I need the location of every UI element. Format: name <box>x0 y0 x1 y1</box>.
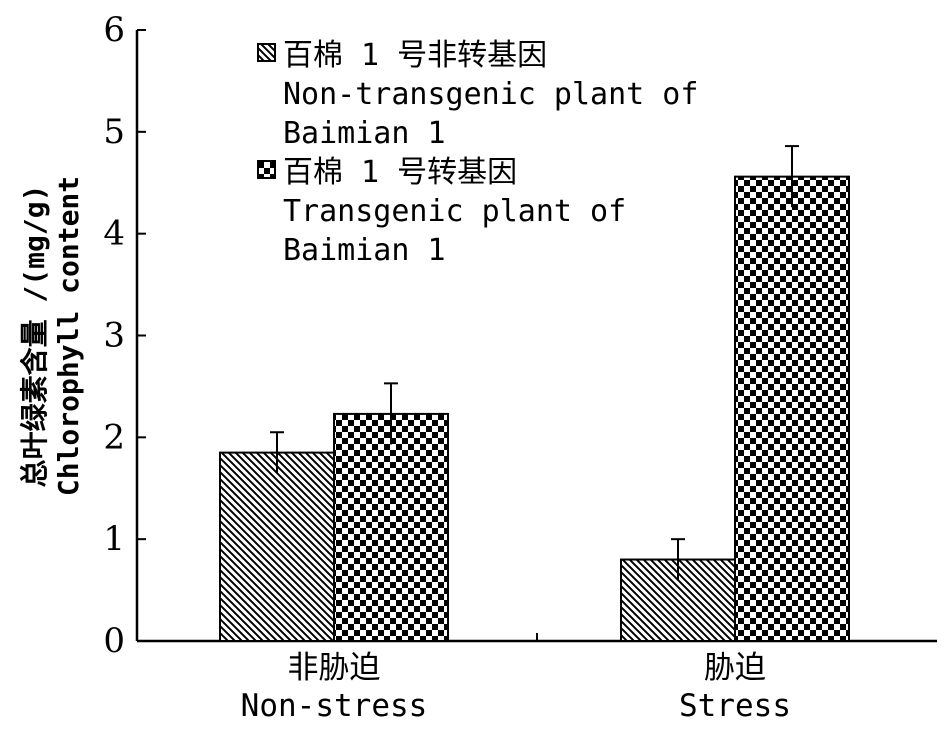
y-tick-label-5: 5 <box>103 112 125 152</box>
x-category-label-zh-0: 非胁迫 <box>288 650 381 686</box>
y-tick-label-0: 0 <box>103 621 125 661</box>
x-category-label-en-0: Non-stress <box>241 688 428 724</box>
legend-label-series1-line-3: Baimian 1 <box>283 116 446 151</box>
legend-label-series2-line-2: Transgenic plant of <box>283 194 626 229</box>
legend-label-series2-line-1: 百棉 1 号转基因 <box>283 155 517 190</box>
bar-series2-0 <box>333 412 449 642</box>
bar-series2-1 <box>734 175 850 642</box>
y-tick-label-3: 3 <box>103 316 125 356</box>
legend-swatch-series1 <box>257 43 276 62</box>
legend-swatch-series2 <box>257 160 276 179</box>
legend-label-series1-line-1: 百棉 1 号非转基因 <box>283 38 547 73</box>
legend-label-series1-line-2: Non-transgenic plant of <box>283 77 698 112</box>
y-tick-label-6: 6 <box>103 10 125 50</box>
y-axis-label-line-2: Chlorophyll content <box>52 176 85 496</box>
y-tick-label-1: 1 <box>103 519 125 559</box>
y-axis-label-line-1: 总叶绿素含量 /(mg/g) <box>18 185 51 488</box>
x-category-label-zh-1: 胁迫 <box>704 650 766 686</box>
y-tick-label-4: 4 <box>103 214 125 254</box>
y-tick-label-2: 2 <box>103 417 125 457</box>
bar-series1-0 <box>219 451 335 642</box>
legend-label-series2-line-3: Baimian 1 <box>283 233 446 268</box>
x-category-label-en-1: Stress <box>679 688 791 724</box>
